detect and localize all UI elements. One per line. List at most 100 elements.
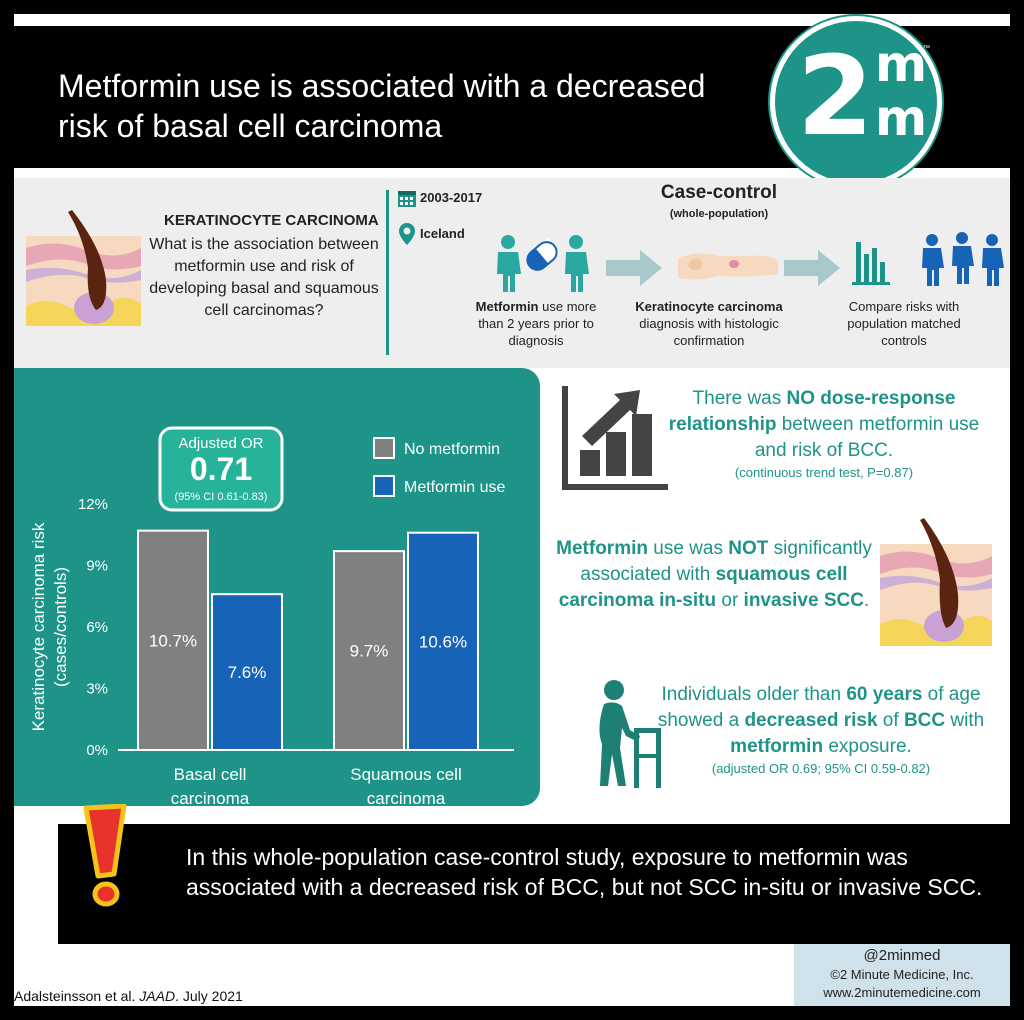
chart-panel: 0% 3% 6% 9% 12% Keratinocyte carcinoma risk (c… bbox=[14, 368, 540, 806]
y-tick-label: 6% bbox=[86, 619, 108, 636]
exclamation-icon bbox=[83, 804, 127, 907]
location-pin-icon bbox=[399, 223, 415, 245]
legend-swatch bbox=[373, 475, 395, 497]
f3-stat: (adjusted OR 0.69; 95% CI 0.59-0.82) bbox=[711, 761, 931, 776]
brand-footer: @2minmed ©2 Minute Medicine, Inc. www.2m… bbox=[794, 944, 1010, 1006]
step2-bold: Keratinocyte carcinoma bbox=[635, 299, 783, 314]
y-axis-label: Keratinocyte carcinoma risk bbox=[29, 522, 48, 731]
conclusion-bar: In this whole-population case-control st… bbox=[58, 824, 1010, 944]
skin-hair-icon bbox=[880, 518, 992, 646]
control-population-icon bbox=[922, 232, 1004, 286]
infographic: Metformin use is associated with a decre… bbox=[14, 14, 1010, 1006]
bar-value-label: 7.6% bbox=[228, 663, 267, 682]
study-design-subtitle: (whole-population) bbox=[669, 208, 769, 220]
f3-bold-1: 60 years bbox=[846, 684, 923, 705]
bar-value-label: 10.7% bbox=[149, 631, 197, 650]
f2-bold-2: NOT bbox=[728, 538, 769, 559]
f1-text-2: between metformin use and risk of BCC. bbox=[754, 414, 980, 461]
citation-date: . July 2021 bbox=[175, 988, 243, 1004]
f3-text-2: of age showed a bbox=[657, 684, 981, 731]
elderly-walker-icon bbox=[599, 680, 661, 788]
study-divider bbox=[386, 190, 389, 355]
adjusted-or-box bbox=[158, 426, 284, 512]
f2-bold-1: Metformin bbox=[556, 538, 648, 559]
f3-text-5: exposure. bbox=[823, 736, 912, 757]
bar-no-metformin-scc bbox=[333, 550, 405, 751]
f3-bold-4: metformin bbox=[730, 736, 824, 757]
y-tick-label: 3% bbox=[86, 681, 108, 698]
arm-lesion-icon bbox=[678, 253, 778, 280]
calendar-icon bbox=[398, 191, 416, 207]
f2-text-1: use was bbox=[647, 538, 729, 559]
bar-value-label: 10.6% bbox=[419, 632, 467, 651]
f2-bold-4: invasive SCC bbox=[743, 590, 864, 611]
page-title: Metformin use is associated with a decre… bbox=[58, 66, 778, 146]
f2-text-2: significantly associated with bbox=[580, 538, 872, 585]
title-line-2: risk of basal cell carcinoma bbox=[58, 108, 443, 144]
f1-text-1: There was bbox=[692, 388, 787, 409]
legend-label: Metformin use bbox=[404, 479, 505, 496]
website-url: www.2minutemedicine.com bbox=[823, 985, 981, 1000]
finding-age: Individuals older than 60 years of age s… bbox=[646, 682, 996, 778]
adjusted-or-ci: (95% CI 0.61-0.83) bbox=[175, 491, 268, 503]
f3-text-4: with bbox=[945, 710, 985, 731]
f3-text-1: Individuals older than bbox=[661, 684, 847, 705]
logo-two: 2 bbox=[797, 32, 874, 160]
title-line-1: Metformin use is associated with a decre… bbox=[58, 68, 706, 104]
logo-m-top: m bbox=[875, 35, 928, 93]
people-pill-icon bbox=[497, 235, 589, 292]
x-category-label: Squamous cell bbox=[350, 765, 462, 784]
conclusion-text: In this whole-population case-control st… bbox=[186, 844, 983, 900]
arrow-right-icon bbox=[784, 250, 840, 286]
adjusted-or-title: Adjusted OR bbox=[178, 435, 263, 452]
f2-text-3: or bbox=[716, 590, 744, 611]
step-metformin-use: Metformin use more than 2 years prior to… bbox=[466, 298, 606, 349]
y-tick-label: 0% bbox=[86, 742, 108, 759]
citation: Adalsteinsson et al. JAAD. July 2021 bbox=[14, 988, 243, 1004]
step-compare-controls: Compare risks with population matched co… bbox=[847, 299, 961, 348]
x-category-label: carcinoma bbox=[367, 789, 446, 806]
study-topic: KERATINOCYTE CARCINOMA bbox=[164, 212, 379, 229]
f2-text-4: . bbox=[863, 590, 870, 611]
bar-chart: 0% 3% 6% 9% 12% Keratinocyte carcinoma risk (c… bbox=[29, 426, 514, 806]
legend-swatch bbox=[373, 437, 395, 459]
legend-label: No metformin bbox=[404, 441, 500, 458]
study-design: Case-control bbox=[660, 182, 778, 203]
f3-bold-3: BCC bbox=[903, 710, 946, 731]
x-category-label: carcinoma bbox=[171, 789, 250, 806]
copyright: ©2 Minute Medicine, Inc. bbox=[830, 967, 974, 982]
logo-trademark: ™ bbox=[923, 45, 930, 52]
f2-bold-3: squamous cell carcinoma in-situ bbox=[558, 564, 848, 611]
x-category-label: Basal cell bbox=[174, 765, 247, 784]
y-axis-label-units: (cases/controls) bbox=[51, 567, 70, 687]
study-summary: KERATINOCYTE CARCINOMA What is the assoc… bbox=[14, 178, 1010, 368]
step1-bold: Metformin bbox=[475, 299, 539, 314]
bar-metformin-scc bbox=[407, 531, 479, 751]
step2-rest: diagnosis with histologic confirmation bbox=[639, 316, 779, 348]
citation-authors: Adalsteinsson et al. bbox=[14, 988, 140, 1004]
logo-m-bottom: m bbox=[875, 89, 928, 147]
bar-no-metformin-bcc bbox=[137, 529, 209, 751]
finding-scc: Metformin use was NOT significantly asso… bbox=[554, 536, 874, 614]
bar-metformin-bcc bbox=[211, 593, 283, 751]
f3-bold-2: decreased risk bbox=[744, 710, 878, 731]
step-carcinoma-diagnosis: Keratinocyte carcinoma diagnosis with hi… bbox=[629, 298, 789, 349]
y-tick-label: 9% bbox=[86, 558, 108, 575]
f1-bold-1: NO dose-response relationship bbox=[668, 388, 956, 435]
f3-text-3: of bbox=[877, 710, 904, 731]
study-location: Iceland bbox=[420, 226, 465, 241]
finding-dose-response: There was NO dose-response relationship … bbox=[654, 386, 994, 482]
citation-journal: JAAD bbox=[139, 988, 176, 1004]
step1-rest: use more than 2 years prior to diagnosis bbox=[478, 299, 597, 348]
adjusted-or-value: 0.71 bbox=[190, 451, 252, 487]
bar-value-label: 9.7% bbox=[350, 642, 389, 661]
study-question: What is the association between metformi… bbox=[149, 236, 379, 319]
trend-chart-icon bbox=[562, 386, 668, 490]
skin-hair-icon bbox=[26, 210, 141, 326]
arrow-right-icon bbox=[606, 250, 662, 286]
social-handle: @2minmed bbox=[863, 947, 941, 964]
bar-graph-icon bbox=[852, 242, 890, 285]
study-years: 2003-2017 bbox=[420, 190, 483, 205]
y-tick-label: 12% bbox=[78, 496, 108, 513]
